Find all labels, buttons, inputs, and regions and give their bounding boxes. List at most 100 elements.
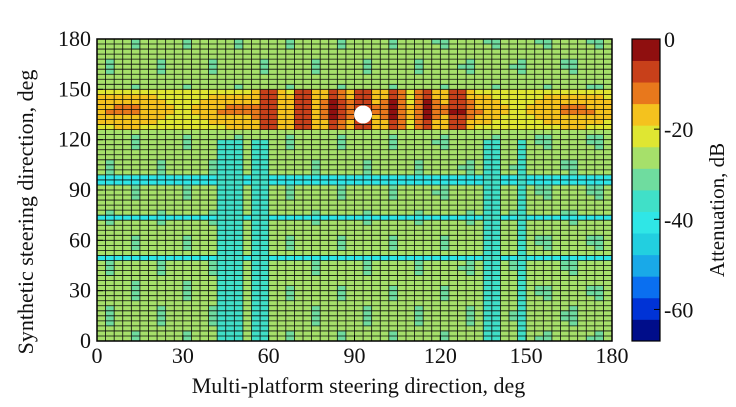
heatmap-cell bbox=[277, 164, 287, 171]
heatmap-cell bbox=[182, 280, 192, 286]
heatmap-cell bbox=[457, 129, 467, 135]
heatmap-cell bbox=[260, 295, 269, 302]
heatmap-cell bbox=[234, 144, 244, 151]
heatmap-cell bbox=[139, 144, 149, 151]
heatmap-cell bbox=[466, 109, 475, 115]
heatmap-cell bbox=[423, 69, 433, 75]
heatmap-cell bbox=[603, 44, 613, 50]
heatmap-cell bbox=[594, 225, 604, 231]
heatmap-cell bbox=[174, 275, 184, 281]
heatmap-cell bbox=[397, 129, 407, 135]
heatmap-cell bbox=[122, 315, 132, 322]
heatmap-cell bbox=[586, 184, 596, 191]
heatmap-cell bbox=[543, 79, 553, 85]
heatmap-cell bbox=[345, 154, 355, 161]
heatmap-cell bbox=[191, 64, 201, 70]
heatmap-cell bbox=[217, 159, 227, 166]
heatmap-cell bbox=[174, 280, 184, 286]
heatmap-cell bbox=[200, 255, 209, 261]
heatmap-cell bbox=[277, 315, 287, 322]
heatmap-cell bbox=[303, 74, 312, 80]
heatmap-cell bbox=[423, 330, 433, 337]
heatmap-cell bbox=[174, 285, 184, 291]
heatmap-cell bbox=[277, 250, 287, 256]
heatmap-cell bbox=[251, 245, 261, 251]
heatmap-cell bbox=[114, 305, 124, 312]
heatmap-cell bbox=[337, 290, 347, 296]
heatmap-cell bbox=[311, 129, 321, 135]
heatmap-cell bbox=[414, 270, 424, 276]
heatmap-cell bbox=[380, 280, 390, 286]
heatmap-cell bbox=[139, 109, 149, 115]
heatmap-cell bbox=[363, 225, 372, 231]
heatmap-cell bbox=[388, 59, 398, 65]
heatmap-cell bbox=[406, 245, 415, 251]
heatmap-cell bbox=[560, 119, 570, 125]
heatmap-cell bbox=[466, 114, 475, 120]
heatmap-cell bbox=[431, 64, 441, 70]
heatmap-cell bbox=[586, 74, 596, 80]
heatmap-cell bbox=[594, 99, 604, 105]
heatmap-cell bbox=[474, 195, 484, 201]
heatmap-cell bbox=[526, 79, 536, 85]
heatmap-cell bbox=[491, 235, 501, 241]
x-tick-label: 0 bbox=[92, 343, 103, 368]
heatmap-cell bbox=[148, 69, 158, 75]
heatmap-cell bbox=[157, 84, 166, 90]
heatmap-cell bbox=[457, 200, 467, 206]
heatmap-cell bbox=[491, 315, 501, 322]
heatmap-cell bbox=[165, 114, 175, 120]
heatmap-cell bbox=[320, 64, 330, 70]
heatmap-cell bbox=[354, 164, 364, 171]
heatmap-cell bbox=[242, 99, 252, 105]
heatmap-cell bbox=[380, 320, 390, 327]
heatmap-cell bbox=[440, 245, 450, 251]
heatmap-cell bbox=[551, 310, 561, 317]
heatmap-cell bbox=[320, 325, 330, 332]
heatmap-cell bbox=[594, 59, 604, 65]
heatmap-cell bbox=[191, 74, 201, 80]
heatmap-cell bbox=[303, 290, 312, 296]
heatmap-cell bbox=[242, 79, 252, 85]
heatmap-cell bbox=[182, 44, 192, 50]
heatmap-cell bbox=[543, 119, 553, 125]
heatmap-cell bbox=[354, 290, 364, 296]
heatmap-cell bbox=[560, 69, 570, 75]
heatmap-cell bbox=[182, 235, 192, 241]
heatmap-cell bbox=[165, 54, 175, 60]
heatmap-cell bbox=[466, 250, 475, 256]
heatmap-cell bbox=[500, 215, 510, 221]
heatmap-cell bbox=[294, 280, 304, 286]
heatmap-cell bbox=[560, 230, 570, 236]
heatmap-cell bbox=[122, 310, 132, 317]
heatmap-cell bbox=[517, 320, 527, 327]
heatmap-cell bbox=[191, 134, 201, 140]
heatmap-cell bbox=[234, 295, 244, 302]
heatmap-cell bbox=[551, 89, 561, 95]
heatmap-cell bbox=[474, 270, 484, 276]
heatmap-cell bbox=[431, 265, 441, 271]
heatmap-cell bbox=[517, 79, 527, 85]
heatmap-cell bbox=[285, 109, 295, 115]
heatmap-cell bbox=[217, 300, 227, 307]
heatmap-cell bbox=[131, 215, 141, 221]
heatmap-cell bbox=[191, 44, 201, 50]
heatmap-cell bbox=[328, 124, 338, 130]
heatmap-cell bbox=[414, 114, 424, 120]
heatmap-cell bbox=[328, 275, 338, 281]
heatmap-cell bbox=[337, 320, 347, 327]
heatmap-cell bbox=[474, 330, 484, 337]
heatmap-cell bbox=[414, 109, 424, 115]
heatmap-cell bbox=[139, 139, 149, 145]
heatmap-cell bbox=[97, 285, 106, 291]
heatmap-cell bbox=[363, 59, 372, 65]
heatmap-cell bbox=[285, 205, 295, 211]
heatmap-cell bbox=[328, 240, 338, 246]
heatmap-cell bbox=[234, 49, 244, 55]
heatmap-cell bbox=[457, 114, 467, 120]
heatmap-cell bbox=[474, 79, 484, 85]
heatmap-cell bbox=[225, 220, 235, 226]
heatmap-cell bbox=[414, 220, 424, 226]
heatmap-cell bbox=[569, 94, 578, 100]
heatmap-cell bbox=[586, 190, 596, 196]
